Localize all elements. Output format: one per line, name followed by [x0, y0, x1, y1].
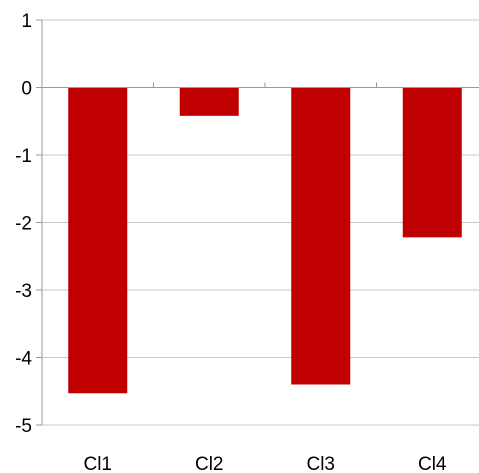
bars: [68, 87, 462, 394]
bar-cl3: [291, 87, 351, 385]
x-tick-labels: Cl1 Cl2 Cl3 Cl4: [83, 454, 446, 473]
x-tick-label: Cl1: [83, 454, 112, 473]
y-tick-label: 1: [21, 11, 32, 32]
y-tick-label: -5: [15, 416, 32, 437]
y-tick-label: 0: [21, 79, 32, 100]
x-tick-label: Cl3: [306, 454, 335, 473]
y-tick-label: -2: [15, 214, 32, 235]
y-tick-label: -1: [15, 146, 32, 167]
y-tick-labels: 1 0 -1 -2 -3 -4 -5: [15, 11, 32, 437]
bar-cl1: [68, 87, 128, 394]
x-tick-label: Cl4: [418, 454, 447, 473]
bar-cl4: [402, 87, 462, 238]
axes: [36, 19, 479, 426]
x-tick-label: Cl2: [195, 454, 224, 473]
y-tick-label: -4: [15, 349, 32, 370]
bar-cl2: [179, 87, 239, 116]
y-tick-label: -3: [15, 281, 32, 302]
